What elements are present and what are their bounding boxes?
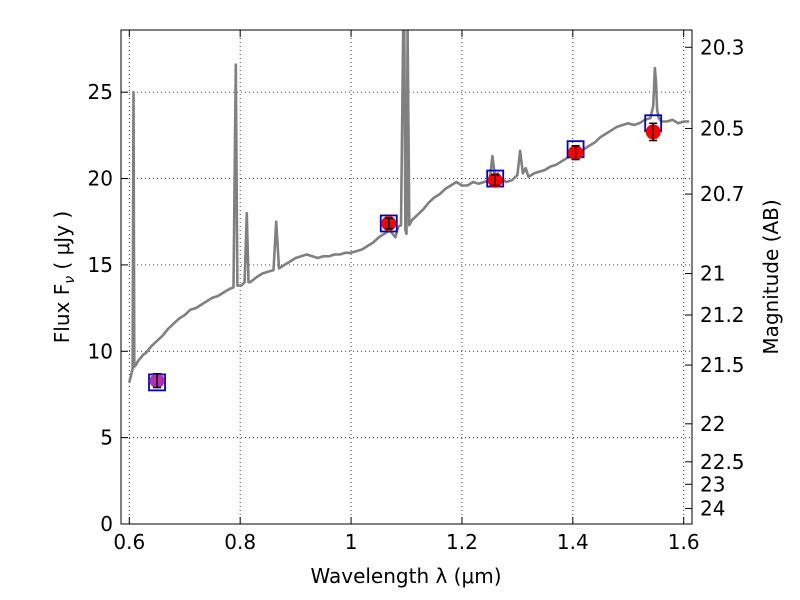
right-tick-label: 20.5: [700, 116, 745, 140]
y-tick-label: 0: [100, 512, 113, 536]
y-tick-label: 15: [88, 253, 113, 277]
y-axis-label: Flux Fν ( μJy ): [50, 211, 78, 343]
x-axis-label: Wavelength λ (μm): [310, 564, 501, 588]
tick-layer: 0.6 0.8 1 1.2 1.4 1.6 0 5 10 15 20 25 20.3 20.5 20.7 21…: [88, 30, 745, 554]
y-axis-label-main: Flux F: [50, 284, 74, 343]
y-tick-label: 10: [88, 339, 113, 363]
right-tick-label: 23: [700, 472, 725, 496]
model-square-marker: [379, 214, 398, 233]
x-tick-label: 1: [345, 530, 358, 554]
right-tick-label: 24: [700, 496, 725, 520]
right-tick-label: 22: [700, 412, 725, 436]
y-tick-label: 5: [100, 426, 113, 450]
spectrum-layer: [128, 30, 690, 383]
x-tick-label: 0.6: [113, 530, 145, 554]
y-tick-label: 25: [88, 80, 113, 104]
x-tick-label: 1.2: [446, 530, 478, 554]
spectrum-line: [128, 30, 690, 383]
y-axis-label-sub: ν: [62, 276, 78, 284]
right-tick-label: 21: [700, 262, 725, 286]
x-tick-label: 1.4: [557, 530, 589, 554]
x-tick-label: 0.8: [224, 530, 256, 554]
right-tick-label: 20.7: [700, 182, 745, 206]
right-tick-label: 20.3: [700, 35, 745, 59]
x-tick-label: 1.6: [668, 530, 700, 554]
y-axis-label-unit: ( μJy ): [50, 211, 74, 276]
right-axis-label: Magnitude (AB): [759, 199, 783, 354]
points-layer: [148, 114, 663, 392]
right-tick-label: 21.2: [700, 303, 745, 327]
plot-frame: [120, 29, 693, 525]
right-tick-label: 21.5: [700, 353, 745, 377]
right-tick-label: 22.5: [700, 450, 745, 474]
y-tick-label: 20: [88, 167, 113, 191]
